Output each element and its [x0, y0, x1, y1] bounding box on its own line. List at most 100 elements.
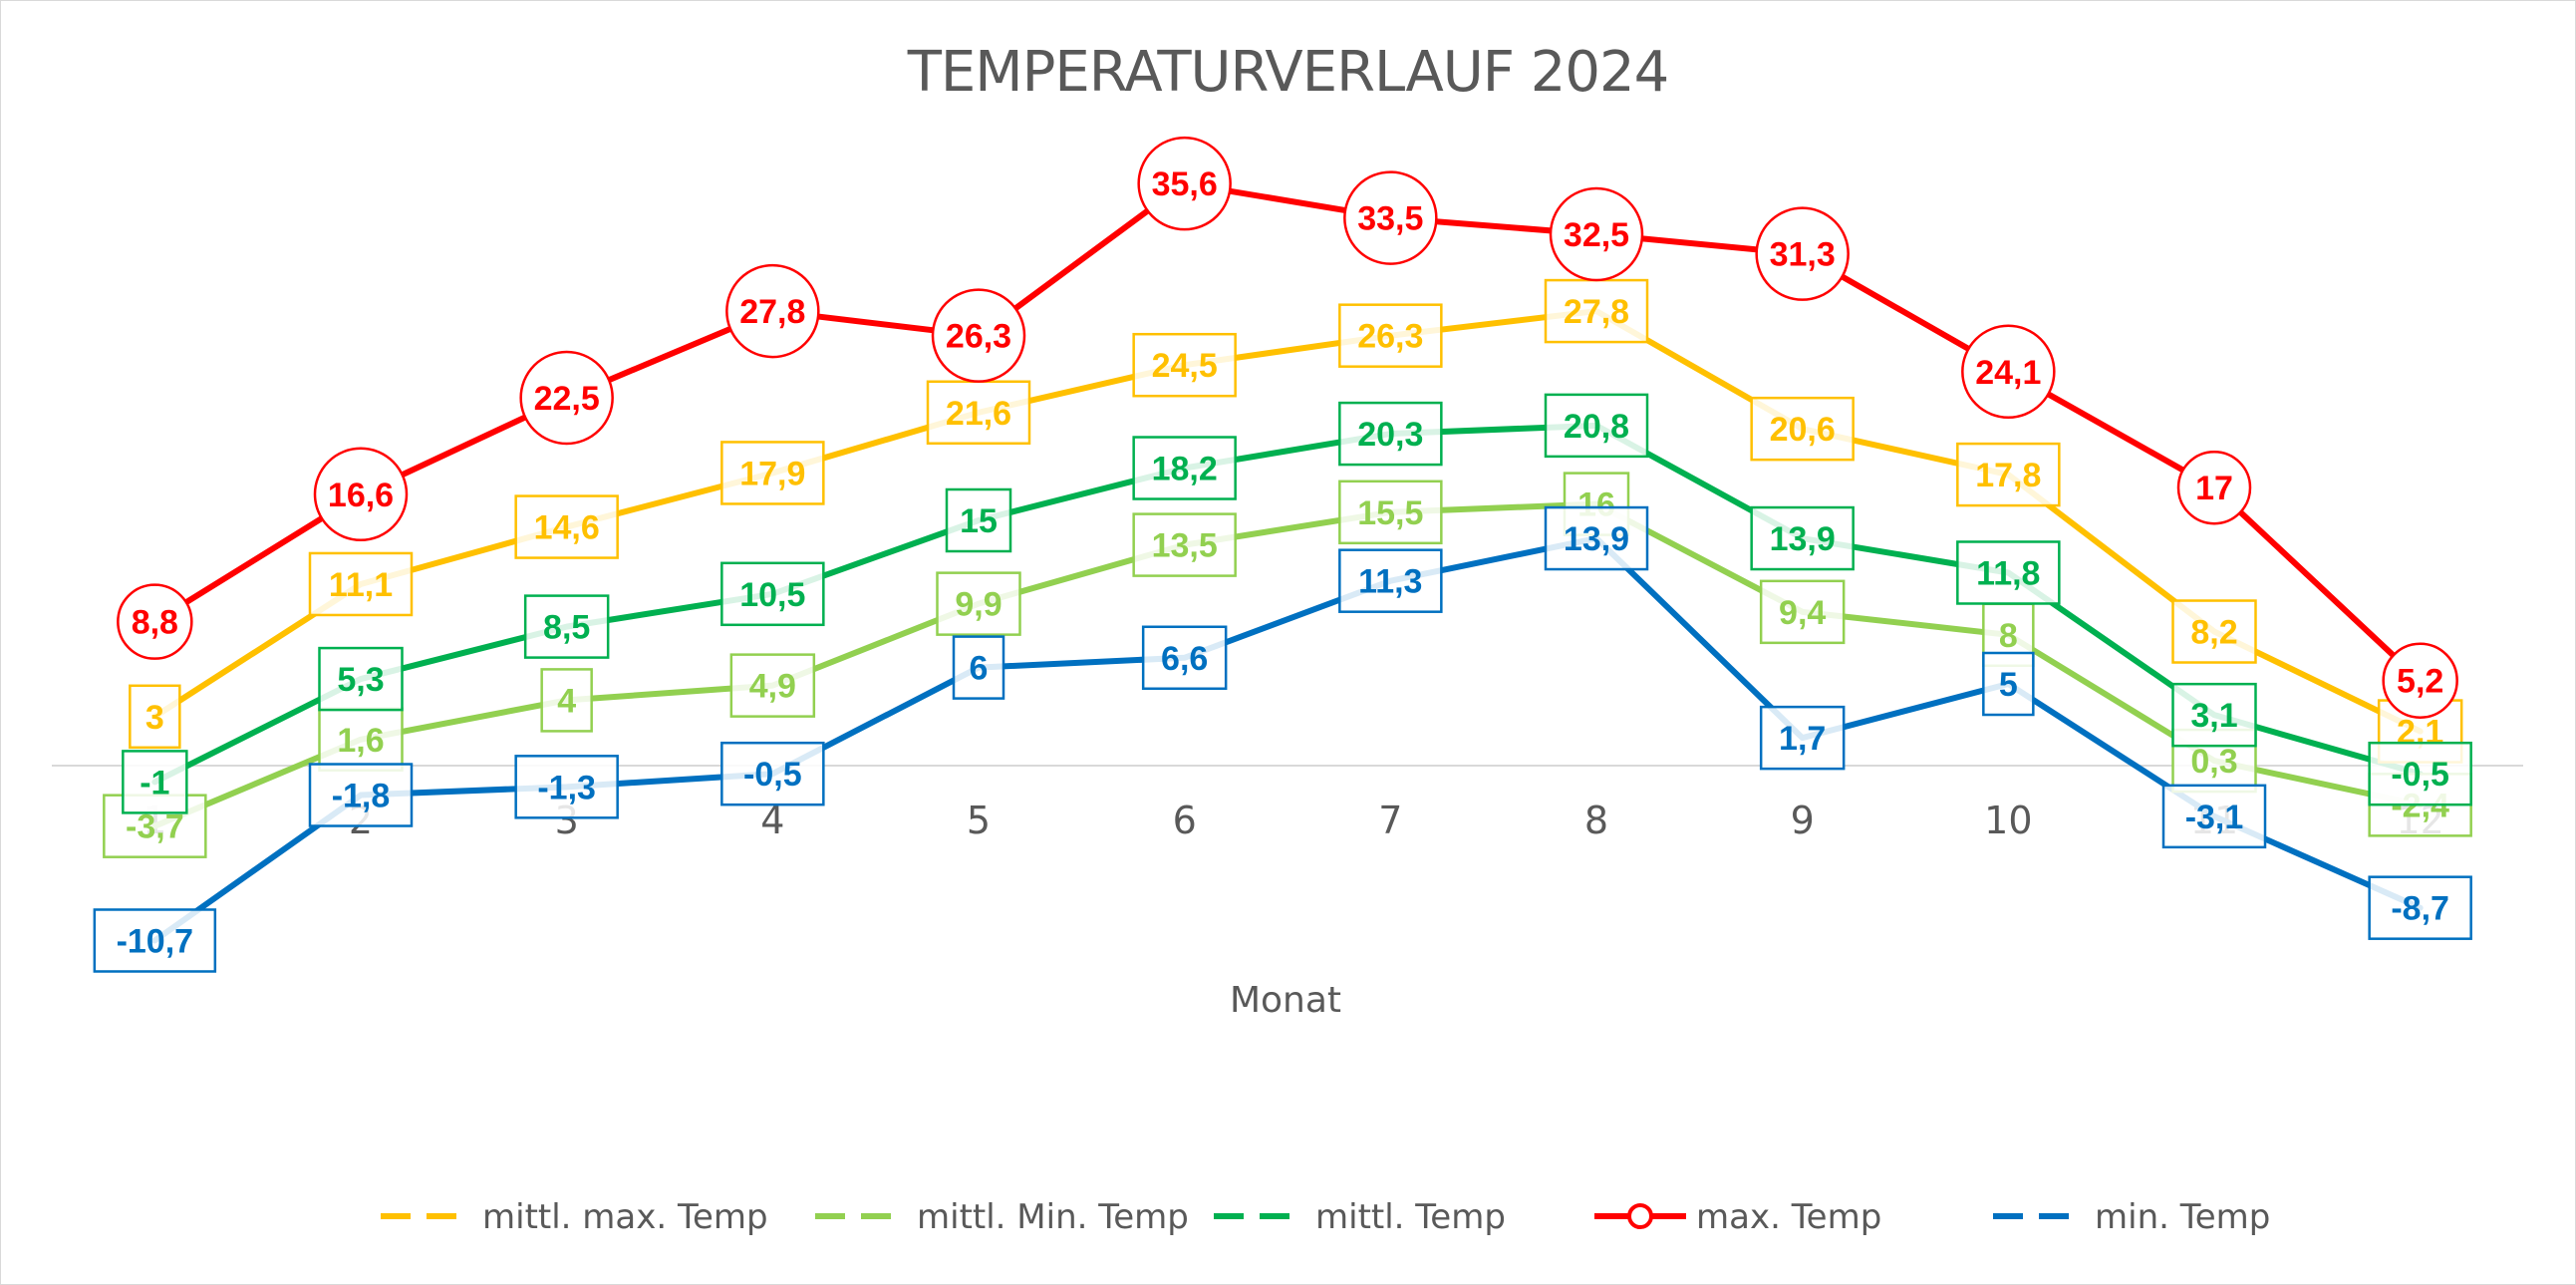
data-marker [1961, 324, 2056, 420]
data-label-box [1132, 436, 1237, 500]
data-marker [931, 288, 1026, 383]
data-label: 13,9 [1770, 520, 1836, 558]
data-label: -10,7 [117, 922, 194, 960]
data-marker [1755, 206, 1850, 301]
data-label-box [1132, 512, 1237, 577]
data-label-box [308, 763, 414, 827]
data-label: 17,9 [739, 455, 805, 492]
data-label: 3 [145, 699, 164, 737]
data-label: 10,5 [739, 576, 805, 614]
legend-label: mittl. Min. Temp [917, 1197, 1189, 1237]
data-label: 1,7 [1779, 720, 1826, 758]
data-label-box [945, 487, 1012, 553]
data-label: 22,5 [534, 380, 600, 418]
data-marker [725, 263, 820, 359]
data-label: 5 [1999, 666, 2018, 704]
legend-marker [1627, 1203, 1653, 1229]
data-label: 18,2 [1152, 451, 1218, 488]
data-label-box [720, 741, 825, 806]
data-label: 15 [960, 502, 998, 540]
x-tick-label: 10 [1984, 799, 2032, 842]
data-label-box [1338, 401, 1443, 467]
data-label-box [1750, 396, 1855, 462]
data-marker [1343, 170, 1438, 265]
data-label: 26,3 [946, 318, 1011, 356]
data-label: 20,6 [1770, 411, 1836, 449]
data-label: 5,2 [2397, 663, 2443, 701]
legend-entry-3: mittl. Temp [1214, 1197, 1506, 1237]
chart-title: TEMPERATURVERLAUF 2024 [907, 40, 1670, 105]
data-label: 27,8 [1564, 293, 1629, 331]
data-label: -3,1 [2185, 799, 2244, 836]
data-label: -1,3 [537, 769, 596, 806]
data-label-box [122, 750, 188, 814]
data-label-box [1759, 705, 1846, 771]
data-label-box [318, 646, 404, 712]
series-line-5 [151, 535, 2424, 944]
data-label: 20,8 [1564, 408, 1629, 446]
legend-label: mittl. max. Temp [482, 1197, 768, 1237]
data-label-box [720, 561, 825, 627]
data-label: 16,6 [328, 477, 394, 514]
data-label-box [514, 755, 619, 819]
data-label: 33,5 [1357, 200, 1423, 238]
data-label: 24,1 [1975, 354, 2041, 392]
series-line-1 [151, 308, 2424, 735]
legend-entry-4: max. Temp [1594, 1197, 1881, 1237]
data-label: 35,6 [1152, 165, 1218, 203]
data-label: 11,1 [329, 566, 393, 604]
data-label: 1,6 [337, 722, 384, 760]
data-label-box [2368, 875, 2472, 940]
data-label: 15,5 [1357, 494, 1423, 532]
data-label-box [1141, 625, 1228, 691]
data-label-box [2171, 682, 2257, 748]
x-tick-label: 7 [1378, 799, 1402, 842]
legend-label: max. Temp [1696, 1197, 1881, 1237]
data-label-box [952, 635, 1005, 700]
data-label-box [93, 908, 217, 973]
data-label: 0,3 [2190, 743, 2237, 781]
data-label-box [1132, 332, 1237, 398]
legend: mittl. max. Temp mittl. Min. Temp mittl. T… [381, 1197, 2270, 1237]
data-marker [2382, 642, 2458, 719]
data-label: 6,6 [1161, 640, 1208, 678]
data-label-box [1750, 505, 1855, 571]
data-marker [313, 447, 409, 542]
legend-entry-2: mittl. Min. Temp [815, 1197, 1189, 1237]
data-label-box [1956, 442, 2061, 507]
x-tick-label: 5 [967, 799, 991, 842]
data-label-box [1338, 303, 1443, 368]
data-label: 24,5 [1152, 347, 1218, 385]
data-label: -0,5 [743, 756, 802, 794]
data-label: 4 [557, 682, 576, 720]
data-label-box [2161, 784, 2267, 849]
data-label-box [2368, 741, 2472, 806]
x-axis-title: Monat [1230, 980, 1341, 1021]
data-label-box [1544, 278, 1649, 344]
data-label: -3,7 [126, 808, 184, 846]
data-label: 9,4 [1779, 594, 1826, 632]
data-label: 17,8 [1975, 457, 2041, 494]
data-marker [519, 350, 614, 446]
data-label-box [1759, 579, 1846, 645]
data-label-box [1338, 480, 1443, 545]
data-label-box [1544, 393, 1649, 459]
data-label-box [720, 441, 825, 505]
data-label: 21,6 [946, 395, 1011, 433]
data-label: 8 [1999, 617, 2018, 655]
legend-entry-1: mittl. max. Temp [381, 1197, 768, 1237]
data-label-box [129, 684, 181, 750]
data-label: 3,1 [2190, 697, 2237, 735]
data-marker [117, 583, 193, 660]
data-marker [1549, 186, 1644, 282]
x-tick-label: 8 [1584, 799, 1608, 842]
data-label-box [1338, 548, 1443, 613]
data-label: 5,3 [337, 661, 384, 699]
data-label: 14,6 [534, 509, 600, 547]
data-label: 11,8 [1976, 554, 2040, 592]
data-label: 6 [970, 650, 989, 688]
data-label: 27,8 [739, 293, 805, 331]
data-label: 13,5 [1152, 527, 1218, 565]
